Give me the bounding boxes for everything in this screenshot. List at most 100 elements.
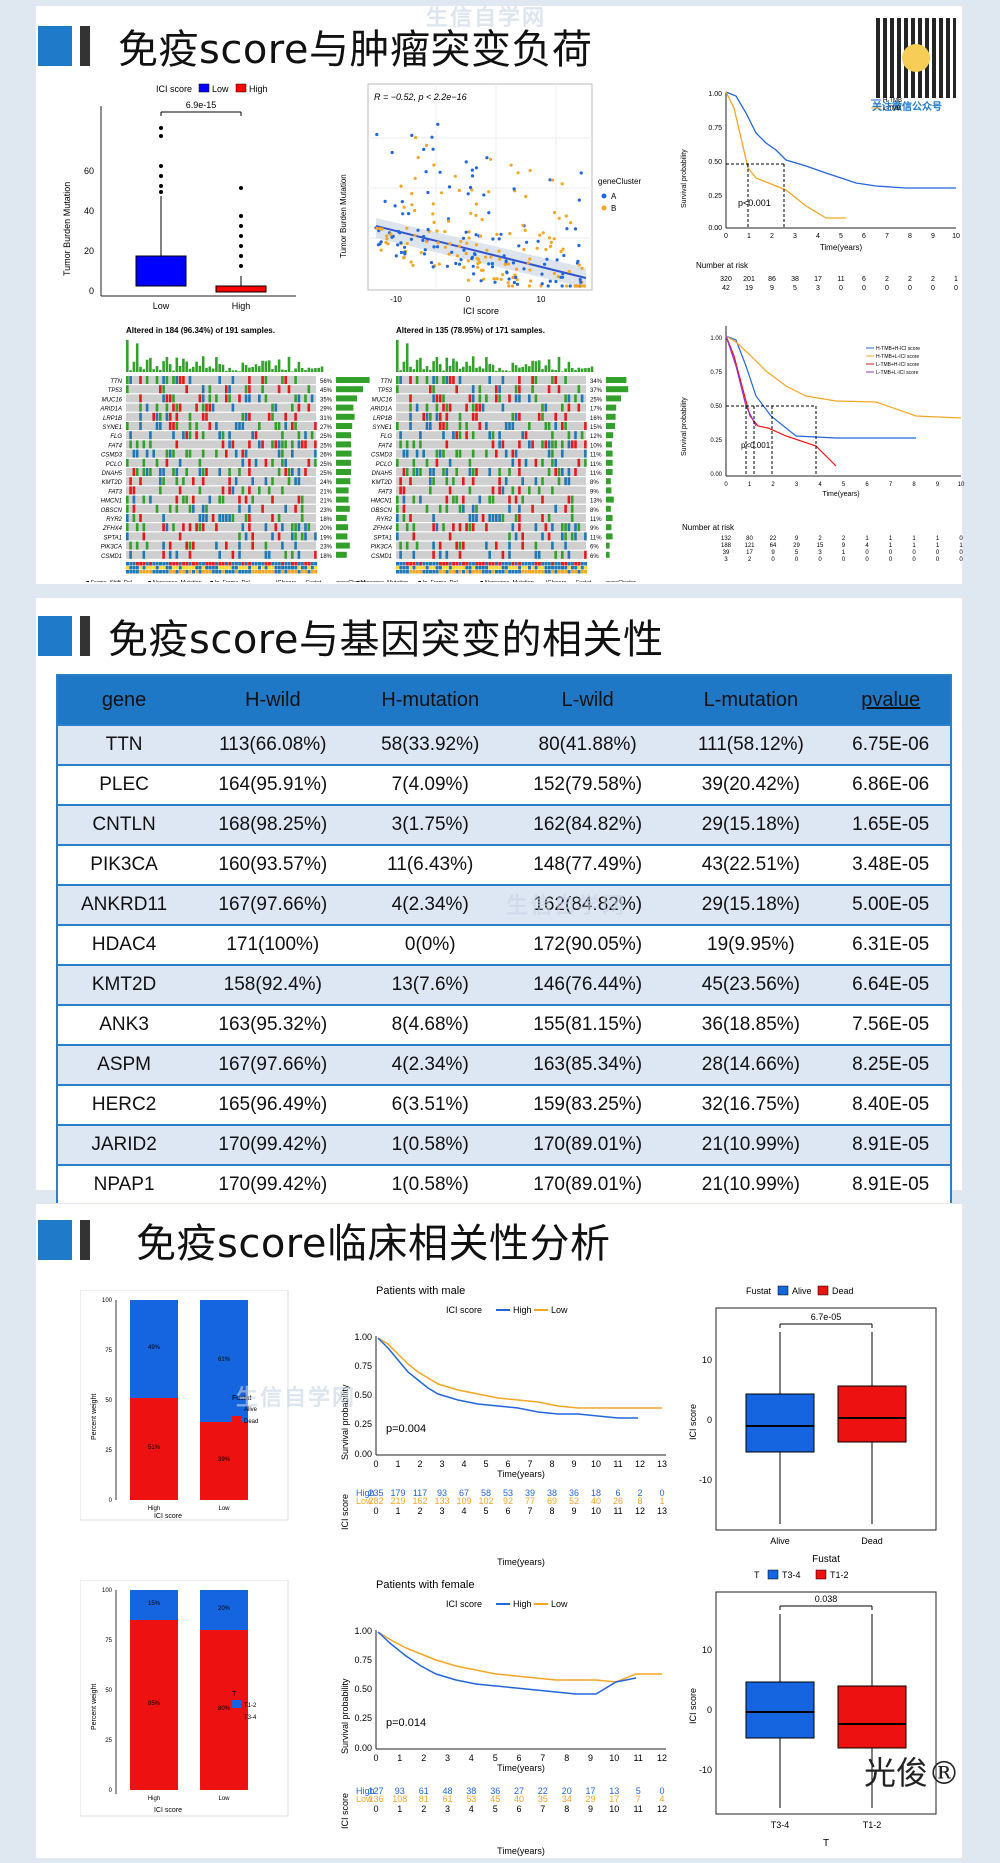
risk-value: 127 [368,1786,383,1796]
risk-value: 219 [390,1496,405,1506]
annotation-cell [192,570,195,574]
risk-value: 1 [936,543,940,549]
annotation-cell [142,566,146,570]
risk-value: 1 [659,1496,664,1506]
gene-mutation-table: gene H-wild H-mutation L-wild L-mutation… [56,674,952,1206]
annotation-cell [396,562,399,566]
tmb-bar [508,371,511,372]
bar-segment-bottom [200,1422,248,1500]
mutation-cell [271,532,274,541]
table-cell: 170(99.42%) [190,1164,356,1205]
gene-label: SYNE1 [102,425,122,431]
tmb-bar [485,357,488,372]
mutation-cell [452,477,455,486]
mutation-cell [297,495,301,504]
scatter-point [561,272,565,276]
annotation-cell [438,570,442,574]
mutation-cell [458,449,462,458]
risk-value: 11 [837,276,844,283]
mutation-cell [438,541,442,550]
annotation-cell [511,570,515,574]
scatter-point [495,277,499,281]
annotation-cell [541,570,545,574]
y-axis-label: ICI score [688,1404,698,1440]
gene-pct: 17% [590,407,603,413]
mutation-cell [281,523,284,532]
gene-row [396,385,586,394]
gene-pct: 10% [590,443,603,449]
tmb-bar [587,367,590,372]
annotation-cell [228,570,232,574]
legend-t12: T1-2 [244,1703,257,1709]
gene-freq-bar [336,432,351,439]
risk-value: 52 [569,1496,579,1506]
gene-freq-bar [336,413,355,420]
mutation-cell [234,449,238,458]
annotation-cell [132,562,136,566]
mutation-cell [511,422,515,430]
tmb-bar [162,361,165,372]
mutation-cell [445,477,449,486]
x-tick: 5 [839,233,843,240]
gene-label: RYR2 [106,517,122,523]
box-dead [837,1385,907,1443]
mutation-cell [471,504,475,513]
annotation-cell [574,570,578,574]
mutation-cell [399,550,402,559]
x-tick: 4 [816,233,820,240]
annotation-cell [215,570,219,574]
annotation-cell [218,570,222,574]
scatter-point [504,259,508,263]
mutation-cell [142,458,146,467]
scatter-point [399,250,403,255]
legend-item: L-TMB+H-ICI score [876,362,919,368]
mutation-cell [231,403,235,412]
mutation-cell [501,514,505,522]
mutation-cell [267,550,271,559]
mutation-cell [448,403,452,412]
mutation-cell [518,412,521,421]
scatter-point [445,264,449,268]
tmb-bar [518,367,521,372]
gene-label: CSMD3 [371,453,393,459]
scatter-point [467,230,471,234]
mutation-cell [498,385,501,394]
annotation-cell [577,566,581,570]
tmb-bar [452,358,455,372]
risk-value: 1 [954,276,958,283]
annotation-cell [238,566,242,570]
risk-value: 0 [659,1488,664,1498]
x-tick: 7 [889,482,893,488]
tmb-bar [244,365,248,372]
scatter-point [393,204,397,208]
annotation-cell [135,570,139,574]
annotation-cell [185,562,189,566]
mutation-cell [178,532,182,541]
annotation-cell [521,562,525,566]
table-cell: 163(85.34%) [505,1044,671,1085]
annotation-cell [149,570,153,574]
mutation-cell [412,468,416,476]
tmb-bar [561,371,564,372]
gene-label: HMCN1 [101,499,122,505]
mutation-cell [264,458,268,467]
x-tick: Alive [770,1536,790,1546]
mutation-cell [304,523,307,532]
tmb-bar [208,366,212,372]
table-cell: JARID2 [57,1124,191,1165]
mutation-cell [162,385,165,394]
mutation-cell [188,431,192,440]
scatter-point [454,261,458,266]
x-tick: 2 [770,233,774,240]
annotation-cell [132,566,136,570]
annotation-cell [570,566,574,570]
annotation-cell [277,562,281,566]
annotation-cell [188,566,192,570]
tmb-bar [238,371,241,372]
mutation-cell [244,385,248,394]
mutation-cell [455,468,458,476]
x-tick: 8 [549,1459,554,1469]
mutation-cell [412,550,416,559]
mutation-cell [445,495,449,504]
mutation-cell [234,422,238,430]
